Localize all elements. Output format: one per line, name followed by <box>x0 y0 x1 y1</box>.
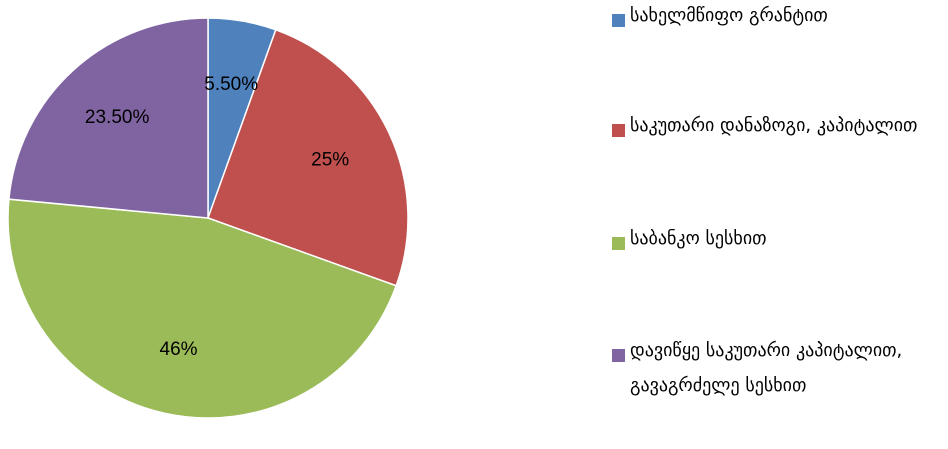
legend-item: საკუთარი დანაზოგი, კაპიტალით <box>612 115 948 143</box>
legend-swatch <box>612 349 625 362</box>
pie-slice <box>207 28 409 287</box>
legend-label: დავიწყე საკუთარი კაპიტალით, გავაგრძელე ს… <box>630 340 903 396</box>
legend-item: დავიწყე საკუთარი კაპიტალით, გავაგრძელე ს… <box>612 340 948 403</box>
data-label: 23.50% <box>85 107 150 128</box>
legend-label: საკუთარი დანაზოგი, კაპიტალით <box>630 115 918 136</box>
legend-swatch <box>612 124 625 137</box>
legend-swatch <box>612 14 625 27</box>
pie-slice <box>7 198 398 419</box>
legend-item: სახელმწიფო გრანტით <box>612 5 948 33</box>
legend-item: საბანკო სესხით <box>612 228 948 256</box>
legend-label: საბანკო სესხით <box>630 228 767 249</box>
legend-label: სახელმწიფო გრანტით <box>630 5 828 26</box>
pie-chart: 5.50% 25% 46% 23.50% <box>7 17 409 419</box>
legend: სახელმწიფო გრანტით საკუთარი დანაზოგი, კაპ… <box>612 0 948 449</box>
data-label: 46% <box>160 339 198 360</box>
pie-slice <box>8 17 209 219</box>
data-label: 5.50% <box>204 74 258 95</box>
legend-swatch <box>612 237 625 250</box>
data-label: 25% <box>311 150 349 171</box>
